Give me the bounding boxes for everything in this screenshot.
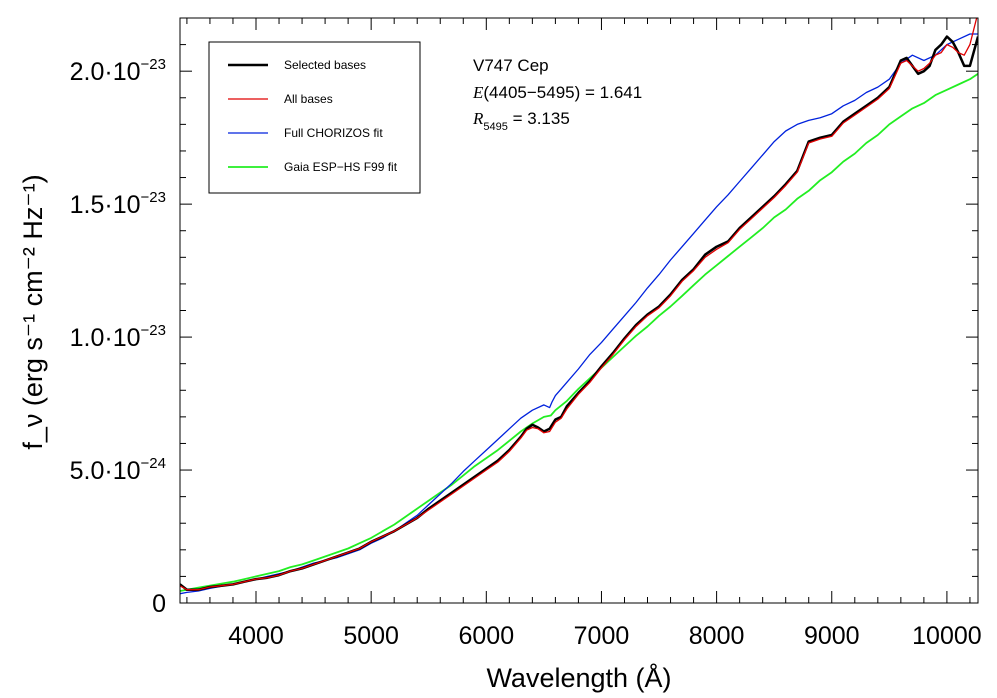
y-axis: 0 5.0·10−24 1.0·10−23 1.5·10−23 2.0·10−23 bbox=[70, 17, 978, 618]
x-tick-label: 5000 bbox=[343, 622, 399, 650]
series-layer bbox=[180, 18, 978, 595]
legend-label: Selected bases bbox=[284, 58, 366, 72]
y-tick-label: 1.5·10−23 bbox=[70, 189, 166, 219]
y-tick-label: 5.0·10−24 bbox=[70, 455, 166, 485]
series-line-3 bbox=[180, 73, 978, 592]
y-tick-label: 1.0·10−23 bbox=[70, 322, 166, 352]
legend-label: Full CHORIZOS fit bbox=[284, 126, 383, 140]
legend-label: Gaia ESP−HS F99 fit bbox=[284, 160, 398, 174]
series-line-1 bbox=[180, 18, 978, 591]
x-axis: 4000 5000 6000 7000 8000 9000 10000 bbox=[186, 18, 982, 650]
annotation-block: V747 Cep E(4405−5495) = 1.641 R5495 = 3.… bbox=[472, 56, 642, 133]
x-tick-label: 8000 bbox=[689, 622, 745, 650]
annotation-ebv: E(4405−5495) = 1.641 bbox=[472, 83, 642, 102]
y-axis-label: f_ν (erg s⁻¹ cm⁻² Hz⁻¹) bbox=[18, 174, 48, 449]
y-tick-label: 0 bbox=[152, 590, 166, 618]
x-tick-label: 9000 bbox=[804, 622, 860, 650]
x-tick-label: 10000 bbox=[912, 622, 982, 650]
y-tick-label: 2.0·10−23 bbox=[70, 56, 166, 86]
x-axis-label: Wavelength (Å) bbox=[486, 662, 671, 693]
annotation-r: R5495 = 3.135 bbox=[472, 109, 570, 133]
annotation-r-value: = 3.135 bbox=[508, 109, 570, 128]
x-tick-label: 4000 bbox=[228, 622, 284, 650]
annotation-ebv-symbol: E bbox=[472, 83, 484, 102]
annotation-r-symbol: R bbox=[472, 109, 484, 128]
annotation-star: V747 Cep bbox=[473, 56, 549, 75]
annotation-r-subscript: 5495 bbox=[483, 121, 507, 133]
x-tick-label: 7000 bbox=[574, 622, 630, 650]
x-tick-label: 6000 bbox=[458, 622, 514, 650]
legend-label: All bases bbox=[284, 92, 333, 106]
y-axis-label-text: f_ν (erg s⁻¹ cm⁻² Hz⁻¹) bbox=[18, 174, 48, 449]
annotation-ebv-value: (4405−5495) = 1.641 bbox=[483, 83, 642, 102]
legend: Selected bases All bases Full CHORIZOS fit… bbox=[208, 41, 421, 194]
